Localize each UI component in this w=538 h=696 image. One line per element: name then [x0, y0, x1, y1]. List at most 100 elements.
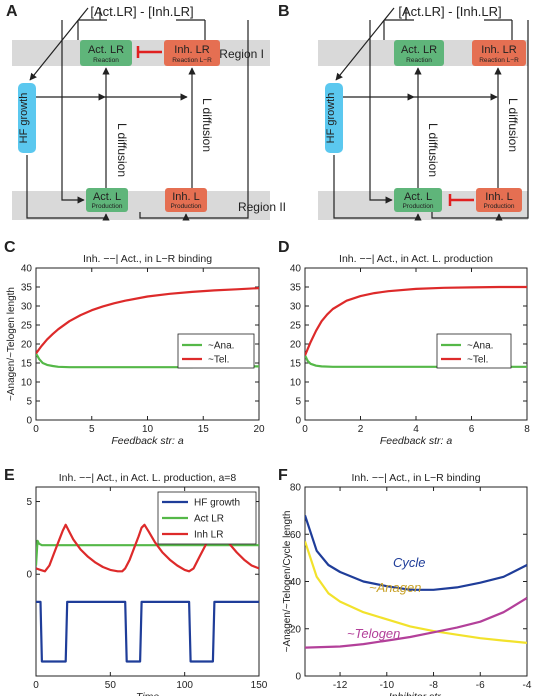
inh-lr-label-b: Inh. LR: [481, 44, 517, 56]
panel-letter-b: B: [278, 3, 290, 20]
inh-lr-box: [164, 40, 220, 66]
legend-label: ~Ana.: [208, 341, 234, 352]
y-tick-label: 10: [21, 378, 33, 389]
l-diffusion-2: L diffusion: [200, 98, 214, 152]
x-axis-label: Feedback str: a: [111, 435, 184, 447]
y-tick-label: 10: [290, 378, 302, 389]
act-lr-label-b: Act. LR: [401, 44, 437, 56]
y-axis-label: ~Anagen/~Telogen/Cycle length: [282, 511, 293, 653]
inh-l-box-b: [476, 188, 522, 212]
inh-l-label-b: Inh. L: [485, 191, 513, 203]
y-axis-label: ~Anagen/~Telogen length: [6, 287, 17, 401]
panel-letter-e: E: [4, 467, 15, 484]
act-lr-label: Act. LR: [88, 44, 124, 56]
x-tick-label: 4: [413, 424, 419, 435]
y-tick-label: 0: [26, 416, 32, 427]
series-annotation: ~Anagen: [369, 580, 421, 595]
inhibition-mark: [136, 46, 162, 58]
act-l-label: Act. L: [93, 191, 121, 203]
chart-title: Inh. −−| Act., in Act. L. production: [339, 253, 493, 265]
inh-lr-sub-b: Reaction L−R: [479, 57, 519, 64]
y-tick-label: 25: [21, 321, 33, 332]
region-2-label: Region II: [238, 200, 286, 214]
x-axis-label: Time: [136, 691, 159, 696]
x-tick-label: -10: [380, 680, 395, 691]
chart-title: Inh. −−| Act., in L−R binding: [351, 472, 480, 484]
x-tick-label: 20: [253, 424, 265, 435]
x-tick-label: 0: [302, 424, 308, 435]
y-tick-label: 20: [21, 340, 33, 351]
plot-frame: [35, 486, 260, 677]
act-lr-box: [80, 40, 132, 66]
x-tick-label: 150: [251, 680, 268, 691]
chart-e: E Inh. −−| Act., in Act. L. production, a…: [4, 467, 268, 696]
legend-label: HF growth: [194, 498, 240, 509]
hf-growth-box-b: [325, 83, 343, 153]
x-tick-label: 10: [142, 424, 154, 435]
y-tick-label: 15: [290, 359, 302, 370]
legend-label: ~Ana.: [467, 341, 493, 352]
x-tick-label: -6: [476, 680, 485, 691]
x-tick-label: 0: [33, 424, 39, 435]
diff-label-b: [Act.LR] - [Inh.LR]: [398, 4, 501, 19]
act-l-sub: Production: [91, 203, 122, 210]
x-tick-label: 5: [89, 424, 95, 435]
series-line-0: [305, 515, 527, 591]
series-line-1: [36, 287, 259, 355]
y-tick-label: 40: [290, 264, 302, 275]
chart-c: C Inh. −−| Act., in L−R binding 0 5 10 15 20 0 5…: [4, 239, 265, 447]
y-tick-label: 35: [290, 283, 302, 294]
region-1-label: Region I: [219, 47, 264, 61]
y-tick-label: 5: [26, 397, 32, 408]
y-tick-label: 0: [295, 416, 301, 427]
chart-title: Inh. −−| Act., in L−R binding: [83, 253, 212, 265]
series-annotation: Cycle: [393, 555, 426, 570]
legend-box: [177, 333, 255, 369]
panel-letter-f: F: [278, 467, 288, 484]
series-line-1: [305, 285, 527, 356]
region-band-2: [12, 191, 270, 220]
x-tick-label: 2: [358, 424, 364, 435]
act-lr-sub: Reaction: [93, 57, 119, 64]
l-diffusion-1: L diffusion: [115, 123, 129, 177]
hf-growth-label-b: HF growth: [325, 93, 337, 144]
hf-growth-box: [18, 83, 36, 153]
panel-letter-a: A: [6, 3, 18, 20]
x-tick-label: -8: [429, 680, 438, 691]
inh-l-box: [165, 188, 207, 212]
x-tick-label: 15: [198, 424, 210, 435]
chart-title: Inh. −−| Act., in Act. L. production, a=…: [59, 472, 237, 484]
y-tick-label: 5: [295, 397, 301, 408]
y-tick-label: 30: [21, 302, 33, 313]
legend-label: Inh LR: [194, 530, 223, 541]
legend-label: ~Tel.: [208, 355, 229, 366]
x-tick-label: 0: [33, 680, 39, 691]
l-diffusion-b1: L diffusion: [426, 123, 440, 177]
y-tick-label: 25: [290, 321, 302, 332]
y-tick-label: 15: [21, 359, 33, 370]
x-tick-label: 6: [469, 424, 475, 435]
inh-lr-box-b: [472, 40, 526, 66]
inh-lr-sub: Reaction L−R: [172, 57, 212, 64]
diagram-a: A [Act.LR] - [Inh.LR] Act. LR Reaction I…: [6, 3, 286, 221]
inh-l-label: Inh. L: [172, 191, 200, 203]
y-tick-label: 40: [290, 577, 302, 588]
act-l-label-b: Act. L: [404, 191, 432, 203]
act-l-box: [86, 188, 128, 212]
act-lr-box-b: [394, 40, 444, 66]
legend-label: Act LR: [194, 514, 224, 525]
inh-l-sub-b: Production: [483, 203, 514, 210]
act-lr-sub-b: Reaction: [406, 57, 432, 64]
x-tick-label: 100: [176, 680, 193, 691]
y-tick-label: 60: [290, 530, 302, 541]
y-tick-label: 40: [21, 264, 33, 275]
chart-f: F Inh. −−| Act., in L−R binding -12 -10 -8 -6…: [278, 467, 532, 696]
legend-label: ~Tel.: [467, 355, 488, 366]
hf-growth-label: HF growth: [18, 93, 30, 144]
inh-lr-label: Inh. LR: [174, 44, 210, 56]
inhibition-mark-b: [448, 194, 474, 206]
y-tick-label: 30: [290, 302, 302, 313]
y-tick-label: 20: [290, 624, 302, 635]
series-annotation: ~Telogen: [347, 626, 400, 641]
x-tick-label: -12: [333, 680, 348, 691]
